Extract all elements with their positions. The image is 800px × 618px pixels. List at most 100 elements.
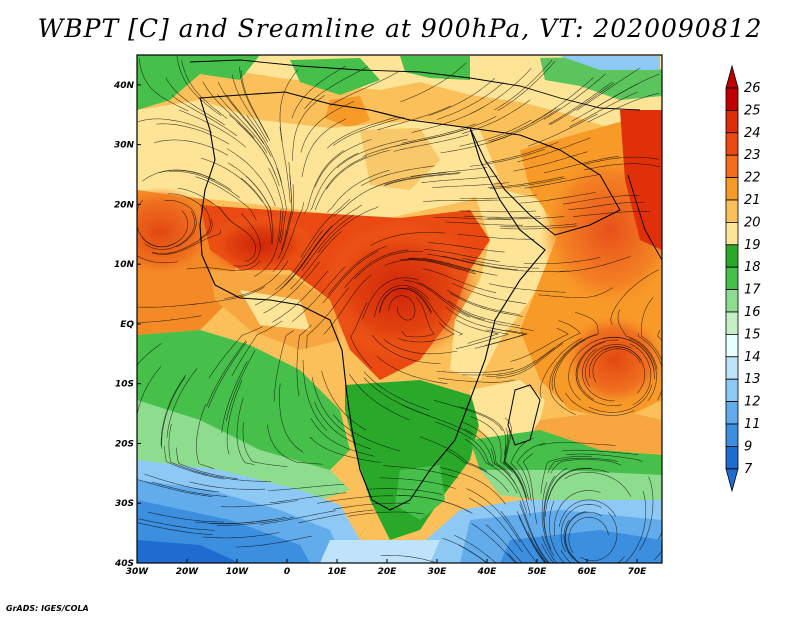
streamline bbox=[366, 488, 443, 496]
streamline bbox=[423, 249, 500, 262]
colorbar-arrow bbox=[725, 64, 739, 89]
streamline bbox=[550, 459, 622, 474]
streamline bbox=[240, 70, 270, 141]
colorbar-swatch bbox=[725, 199, 739, 223]
streamline bbox=[582, 348, 615, 402]
streamline bbox=[298, 509, 375, 524]
streamline bbox=[503, 446, 531, 516]
streamline bbox=[371, 335, 441, 364]
streamline bbox=[231, 320, 283, 376]
lon-tick-label: 30E bbox=[428, 567, 448, 577]
streamline bbox=[309, 436, 381, 463]
streamline bbox=[169, 171, 240, 198]
streamline bbox=[141, 210, 189, 248]
streamline bbox=[538, 287, 614, 298]
streamline bbox=[310, 417, 375, 457]
streamline bbox=[378, 288, 433, 313]
lon-tick-label: 20E bbox=[378, 567, 398, 577]
streamline bbox=[379, 477, 456, 489]
streamline bbox=[470, 416, 513, 473]
streamline bbox=[370, 232, 446, 246]
colorbar-level-label: 21 bbox=[744, 193, 761, 208]
streamline bbox=[551, 334, 597, 391]
streamline bbox=[226, 350, 256, 422]
colorbar-swatch bbox=[725, 311, 739, 335]
streamline bbox=[461, 421, 511, 476]
streamline bbox=[434, 421, 495, 467]
colorbar-level-label: 17 bbox=[744, 283, 761, 298]
colorbar-level-label: 11 bbox=[744, 417, 761, 432]
streamline bbox=[226, 379, 243, 455]
streamline bbox=[327, 169, 390, 213]
streamline bbox=[428, 242, 505, 253]
streamline bbox=[401, 404, 473, 436]
streamline bbox=[575, 339, 619, 390]
streamline bbox=[321, 370, 367, 431]
streamline bbox=[316, 495, 394, 504]
streamline bbox=[411, 106, 485, 133]
streamline bbox=[560, 504, 602, 553]
streamline bbox=[422, 258, 498, 276]
streamline bbox=[445, 449, 509, 493]
lon-tick-label: 70E bbox=[628, 567, 648, 577]
streamline bbox=[202, 81, 255, 139]
streamline bbox=[276, 168, 287, 244]
streamline bbox=[485, 524, 523, 563]
streamline bbox=[458, 545, 488, 563]
streamline bbox=[284, 225, 333, 286]
streamline bbox=[565, 392, 635, 416]
streamline bbox=[317, 206, 379, 253]
lon-tick-label: 10W bbox=[226, 567, 250, 577]
streamline bbox=[554, 339, 586, 403]
streamline bbox=[301, 214, 355, 271]
streamline bbox=[585, 344, 632, 387]
streamline bbox=[272, 202, 304, 273]
streamline bbox=[152, 219, 213, 254]
streamline bbox=[189, 481, 266, 490]
streamline bbox=[466, 488, 521, 542]
colorbar-swatch bbox=[725, 356, 739, 380]
lon-tick-label: 60E bbox=[578, 567, 598, 577]
streamline bbox=[555, 256, 631, 273]
streamline bbox=[329, 71, 399, 106]
streamline bbox=[344, 249, 409, 288]
streamline bbox=[433, 399, 503, 432]
streamline bbox=[576, 67, 641, 111]
streamline bbox=[137, 315, 202, 323]
streamline bbox=[279, 126, 291, 203]
streamline bbox=[176, 447, 238, 479]
lat-tick-label: 20N bbox=[114, 200, 135, 210]
streamline bbox=[401, 296, 435, 338]
streamline bbox=[516, 511, 546, 563]
colorbar-swatch bbox=[725, 110, 739, 134]
streamline bbox=[577, 341, 605, 400]
colorbar-level-label: 12 bbox=[744, 395, 761, 410]
streamline bbox=[638, 333, 662, 401]
streamline bbox=[423, 116, 497, 141]
grads-credit: GrADS: IGES/COLA bbox=[6, 604, 89, 613]
streamline bbox=[374, 285, 430, 318]
streamline bbox=[560, 549, 625, 563]
streamline bbox=[587, 92, 659, 123]
streamline bbox=[492, 267, 570, 272]
streamline bbox=[541, 543, 555, 563]
streamline bbox=[300, 101, 355, 153]
colorbar-swatch bbox=[725, 87, 739, 111]
streamline bbox=[159, 170, 232, 191]
streamline bbox=[231, 74, 268, 143]
streamline bbox=[236, 397, 255, 465]
streamline bbox=[463, 215, 541, 218]
streamline bbox=[226, 148, 276, 207]
streamline bbox=[228, 114, 276, 175]
streamline bbox=[296, 324, 312, 397]
streamline bbox=[240, 177, 272, 245]
lon-tick-label: 0 bbox=[284, 567, 290, 577]
streamline bbox=[583, 163, 661, 171]
streamline bbox=[393, 134, 469, 152]
streamline bbox=[562, 195, 640, 205]
streamline bbox=[137, 118, 213, 133]
lon-tick-label: 20W bbox=[176, 567, 200, 577]
streamline bbox=[156, 123, 230, 145]
africa-coastline bbox=[199, 91, 546, 511]
streamline bbox=[513, 151, 588, 172]
